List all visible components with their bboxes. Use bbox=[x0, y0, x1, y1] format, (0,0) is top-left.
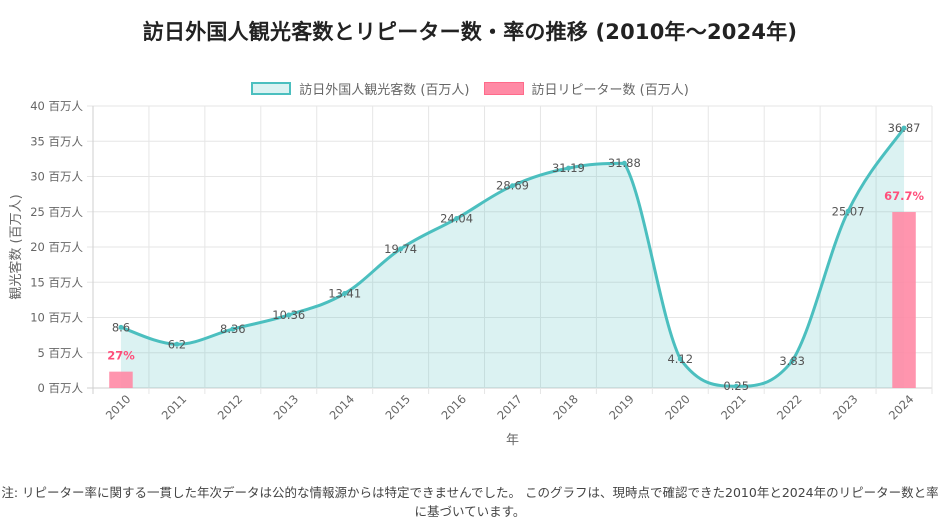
visitors-value-label: 25.07 bbox=[832, 204, 865, 218]
legend-swatch-repeaters bbox=[483, 82, 524, 95]
x-tick-label: 2012 bbox=[215, 392, 246, 423]
visitors-point bbox=[621, 160, 627, 166]
footnote: 注: リピーター率に関する一貫した年次データは公的な情報源からは特定できませんで… bbox=[1, 485, 939, 519]
visitors-value-label: 0.25 bbox=[723, 379, 749, 393]
visitors-value-label: 8.6 bbox=[112, 320, 130, 334]
x-tick-label: 2017 bbox=[494, 392, 525, 423]
x-axis-title: 年 bbox=[506, 433, 519, 448]
visitors-value-label: 31.88 bbox=[608, 156, 641, 170]
x-tick-label: 2021 bbox=[718, 392, 749, 423]
y-tick-label: 40 百万人 bbox=[30, 99, 83, 113]
visitors-value-label: 36.87 bbox=[888, 121, 921, 135]
visitors-value-label: 24.04 bbox=[440, 212, 473, 226]
repeater-rate-label: 67.7% bbox=[884, 189, 924, 203]
visitors-point bbox=[230, 326, 236, 332]
visitors-area bbox=[120, 128, 905, 388]
visitors-value-label: 28.69 bbox=[496, 179, 529, 193]
x-tick-label: 2015 bbox=[383, 392, 414, 423]
visitors-line bbox=[120, 127, 906, 388]
chart-title: 訪日外国人観光客数とリピーター数・率の推移 (2010年～2024年) bbox=[142, 20, 798, 44]
visitors-value-label: 19.74 bbox=[384, 242, 417, 256]
x-tick-label: 2010 bbox=[103, 392, 134, 423]
y-tick-label: 20 百万人 bbox=[30, 240, 83, 254]
x-tick-label: 2014 bbox=[327, 392, 358, 423]
chart-canvas: 0 百万人 5 百万人 10 百万人 15 百万人 20 百万人 25 百万人 30 百万人… bbox=[8, 99, 933, 448]
visitors-point bbox=[565, 165, 571, 171]
visitors-point bbox=[342, 290, 348, 296]
x-tick-label: 2013 bbox=[271, 392, 302, 423]
y-tick-label: 0 百万人 bbox=[38, 381, 84, 395]
x-tick-label: 2018 bbox=[550, 392, 581, 423]
visitors-point bbox=[733, 383, 739, 389]
visitors-point bbox=[398, 246, 404, 252]
y-tick-label: 5 百万人 bbox=[38, 346, 84, 360]
visitors-point bbox=[118, 324, 124, 330]
visitors-value-label: 31.19 bbox=[552, 161, 585, 175]
y-tick-label: 25 百万人 bbox=[30, 205, 83, 219]
x-tick-label: 2022 bbox=[774, 392, 805, 423]
legend-item-repeaters[interactable]: 訪日リピーター数 (百万人) bbox=[483, 79, 689, 98]
visitors-point bbox=[845, 208, 851, 214]
visitors-value-label: 13.41 bbox=[328, 286, 361, 300]
chart-legend: 訪日外国人観光客数 (百万人) 訪日リピーター数 (百万人) bbox=[0, 79, 940, 98]
y-tick-label: 35 百万人 bbox=[30, 134, 83, 148]
y-axis-title: 観光客数 (百万人) bbox=[8, 194, 24, 299]
visitors-point bbox=[454, 216, 460, 222]
legend-swatch-visitors bbox=[251, 82, 292, 95]
visitors-point bbox=[510, 183, 515, 189]
x-tick-label: 2011 bbox=[159, 392, 190, 423]
visitors-value-label: 3.83 bbox=[779, 354, 805, 368]
visitors-value-label: 8.36 bbox=[220, 322, 246, 336]
x-tick-label: 2016 bbox=[438, 392, 469, 423]
visitors-point bbox=[286, 312, 292, 318]
legend-label-repeaters: 訪日リピーター数 (百万人) bbox=[531, 83, 689, 98]
x-tick-label: 2024 bbox=[886, 392, 917, 423]
x-tick-label: 2020 bbox=[662, 392, 693, 423]
x-tick-label: 2023 bbox=[830, 392, 861, 423]
visitors-point bbox=[174, 341, 180, 347]
visitors-point bbox=[901, 125, 907, 131]
visitors-point bbox=[789, 358, 795, 364]
repeater-bar bbox=[109, 371, 133, 388]
legend-label-visitors: 訪日外国人観光客数 (百万人) bbox=[299, 83, 470, 98]
y-tick-label: 15 百万人 bbox=[30, 275, 83, 289]
y-tick-label: 10 百万人 bbox=[30, 311, 83, 325]
repeater-rate-label: 27% bbox=[107, 349, 135, 363]
visitors-value-label: 10.36 bbox=[272, 308, 305, 322]
visitors-value-label: 6.2 bbox=[168, 337, 186, 351]
visitors-point bbox=[677, 356, 683, 362]
y-tick-label: 30 百万人 bbox=[30, 170, 83, 184]
legend-item-visitors[interactable]: 訪日外国人観光客数 (百万人) bbox=[251, 79, 470, 98]
repeater-bar bbox=[892, 212, 916, 388]
visitors-value-label: 4.12 bbox=[667, 352, 693, 366]
x-tick-label: 2019 bbox=[606, 392, 637, 423]
